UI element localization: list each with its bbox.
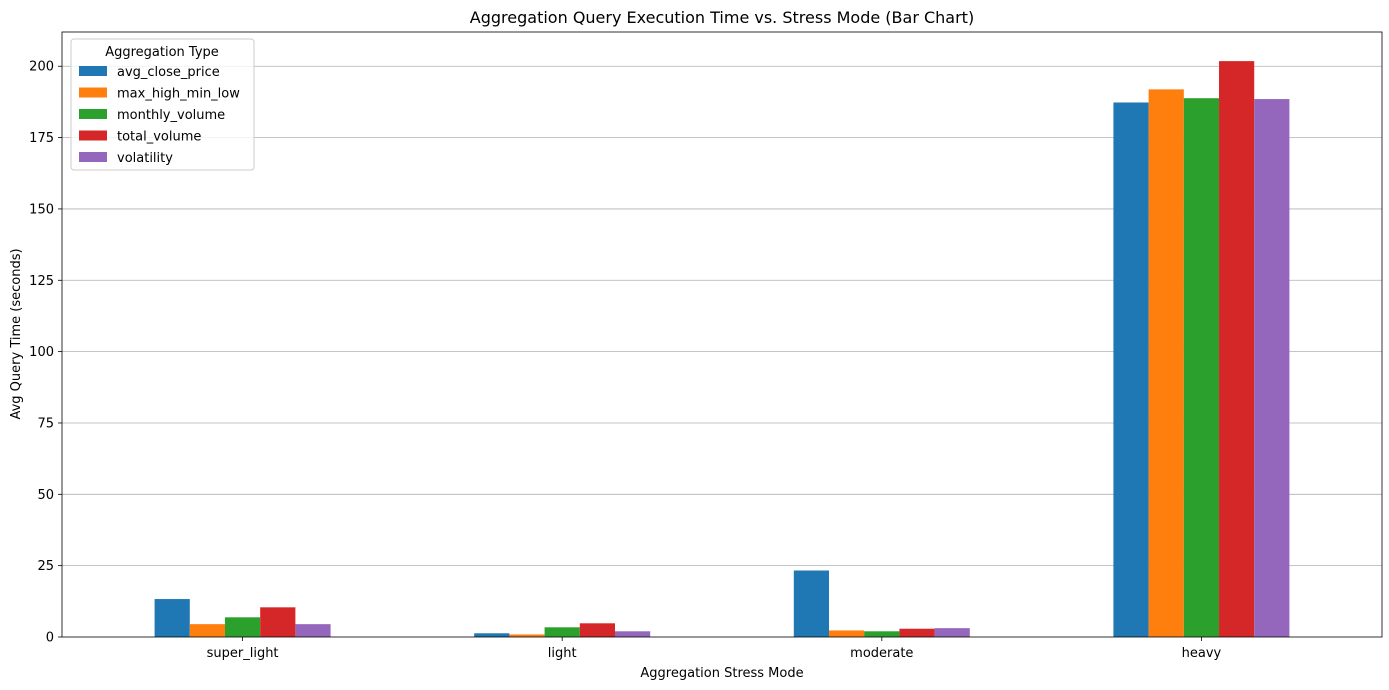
- legend-swatch-total_volume: [79, 130, 107, 141]
- bar-monthly_volume-light: [544, 627, 580, 637]
- bar-max_high_min_low-heavy: [1148, 89, 1184, 638]
- y-tick-label: 50: [37, 488, 54, 503]
- legend-label-avg_close_price: avg_close_price: [117, 65, 220, 80]
- bar-max_high_min_low-moderate: [829, 630, 865, 637]
- x-tick-label-moderate: moderate: [850, 646, 913, 661]
- y-axis-label: Avg Query Time (seconds): [9, 248, 24, 419]
- legend-swatch-avg_close_price: [79, 66, 107, 76]
- legend-label-monthly_volume: monthly_volume: [117, 108, 225, 123]
- y-tick-label: 0: [46, 631, 54, 646]
- bar-total_volume-moderate: [899, 628, 935, 637]
- legend: Aggregation Type avg_close_price max_high…: [70, 38, 255, 171]
- bar-avg_close_price-heavy: [1113, 102, 1149, 637]
- bar-avg_close_price-moderate: [793, 570, 830, 637]
- bar-monthly_volume-moderate: [864, 631, 900, 637]
- bar-volatility-moderate: [934, 628, 970, 637]
- bar-max_high_min_low-light: [509, 634, 545, 637]
- legend-box: [70, 38, 255, 171]
- x-tick-label-super_light: super_light: [207, 646, 279, 661]
- y-tick-label: 150: [29, 202, 54, 217]
- legend-label-total_volume: total_volume: [117, 130, 201, 145]
- chart-title: Aggregation Query Execution Time vs. Str…: [470, 8, 974, 27]
- bar-volatility-heavy: [1254, 99, 1290, 638]
- legend-items: avg_close_price max_high_min_low monthly_v…: [79, 65, 240, 166]
- bar-monthly_volume-heavy: [1183, 98, 1220, 638]
- legend-swatch-volatility: [79, 152, 107, 162]
- bar-total_volume-super_light: [260, 607, 296, 637]
- bar-avg_close_price-super_light: [154, 599, 190, 637]
- bar-max_high_min_low-super_light: [189, 624, 225, 637]
- y-ticks: 0 25 50 75 100 125 150 175 200: [29, 60, 62, 646]
- bar-total_volume-heavy: [1219, 61, 1255, 637]
- legend-label-max_high_min_low: max_high_min_low: [117, 87, 240, 102]
- x-axis-label: Aggregation Stress Mode: [640, 666, 803, 681]
- bar-total_volume-light: [579, 623, 615, 637]
- axes: [61, 31, 1383, 638]
- y-tick-label: 200: [29, 60, 54, 75]
- legend-swatch-max_high_min_low: [79, 87, 107, 98]
- y-tick-label: 100: [29, 345, 54, 360]
- legend-title: Aggregation Type: [105, 45, 219, 60]
- bar-volatility-light: [614, 631, 651, 637]
- y-tick-label: 125: [29, 274, 54, 289]
- x-ticks: super_light light moderate heavy: [207, 637, 1222, 661]
- x-tick-label-heavy: heavy: [1182, 646, 1222, 661]
- bar-monthly_volume-super_light: [224, 617, 261, 637]
- plot-frame: [61, 31, 1383, 638]
- bars: [154, 61, 1290, 638]
- y-tick-label: 25: [37, 559, 54, 574]
- bar-volatility-super_light: [295, 624, 331, 637]
- legend-swatch-monthly_volume: [79, 109, 107, 119]
- y-tick-label: 175: [29, 131, 54, 146]
- legend-label-volatility: volatility: [117, 151, 173, 166]
- bar-avg_close_price-light: [474, 633, 510, 637]
- y-tick-label: 75: [37, 416, 54, 431]
- x-tick-label-light: light: [548, 646, 577, 661]
